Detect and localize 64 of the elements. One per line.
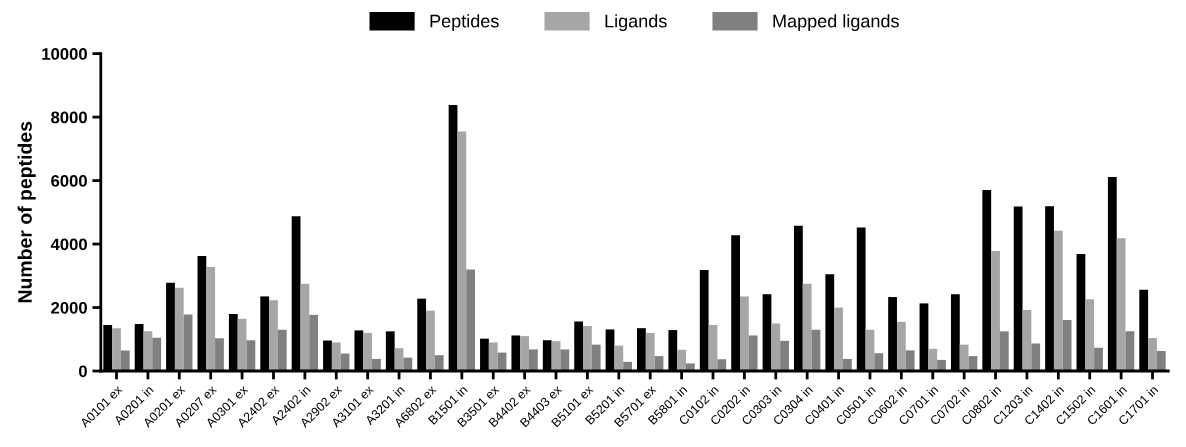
bar	[309, 314, 319, 372]
bar	[780, 340, 789, 372]
y-tick-label: 8000	[51, 111, 87, 124]
bar	[277, 329, 287, 372]
bar	[215, 338, 224, 372]
bar	[372, 358, 381, 372]
bar	[896, 321, 906, 372]
bar	[269, 300, 278, 372]
y-tick-label: 6000	[51, 174, 87, 187]
bar	[583, 325, 592, 372]
bar	[434, 355, 444, 372]
bar	[560, 349, 570, 372]
bar	[120, 350, 130, 372]
bar	[748, 335, 758, 372]
bar	[246, 340, 256, 372]
y-tick-label: 2000	[51, 301, 87, 314]
bar	[152, 337, 162, 372]
bar	[466, 269, 476, 372]
legend-label: Peptides	[430, 14, 499, 32]
bar	[686, 363, 695, 372]
bar	[802, 283, 812, 372]
bar	[300, 283, 310, 372]
bar	[771, 323, 781, 372]
bar	[928, 348, 938, 372]
bar	[174, 287, 184, 372]
bar	[677, 349, 686, 372]
bar	[457, 131, 467, 372]
bar	[206, 266, 216, 372]
bar	[426, 310, 435, 372]
bar	[1062, 319, 1072, 372]
bar	[591, 344, 601, 372]
bar	[331, 342, 341, 372]
y-tick-label: 0	[79, 365, 87, 378]
bar	[1022, 310, 1032, 372]
bar	[999, 331, 1009, 372]
bar	[614, 345, 624, 372]
bar	[645, 332, 655, 372]
legend-label: Ligands	[605, 14, 667, 32]
bar	[874, 353, 884, 372]
bar	[1053, 230, 1063, 372]
bar	[834, 307, 843, 372]
bar	[529, 349, 538, 372]
bar	[842, 358, 852, 372]
bar	[1156, 351, 1166, 372]
bar	[991, 251, 1000, 372]
bar	[937, 359, 946, 372]
bar	[1094, 347, 1103, 372]
bar	[739, 296, 749, 372]
y-tick-label: 10000	[42, 48, 87, 60]
bar	[1148, 338, 1157, 372]
bar	[488, 342, 498, 372]
bar	[403, 357, 413, 372]
legend-label: Mapped ligands	[773, 14, 899, 32]
y-tick-label: 4000	[50, 238, 87, 251]
bar	[112, 328, 121, 372]
bar	[1116, 238, 1126, 372]
y-axis-title: Number of peptides	[17, 121, 36, 303]
bar	[1085, 299, 1095, 372]
bar	[520, 336, 530, 372]
bar	[717, 359, 727, 372]
bar	[959, 344, 969, 372]
bar	[905, 350, 915, 372]
bar	[363, 332, 373, 372]
bar	[1031, 343, 1041, 372]
